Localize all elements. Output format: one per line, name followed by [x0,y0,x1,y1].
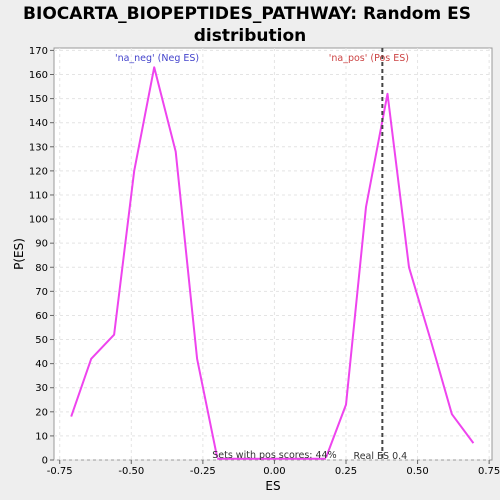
y-tick-label: 160 [29,70,48,81]
x-tick-label: 0.00 [263,466,285,477]
chart-title-line-2: distribution [194,26,306,46]
y-tick-label: 90 [35,239,48,250]
y-tick-label: 30 [35,383,48,394]
y-tick-label: 70 [35,287,48,298]
x-tick-label: 0.25 [335,466,357,477]
y-tick-label: 40 [35,359,48,370]
y-tick-label: 20 [35,407,48,418]
y-tick-label: 150 [29,94,48,105]
y-tick-label: 100 [29,215,48,226]
series-line-2 [325,92,475,458]
grid-lines [54,48,492,461]
x-tick-label: -0.25 [190,466,216,477]
y-axis-ticks: 0 10 20 30 40 50 60 70 80 90 100 110 120 130 140 150 160… [29,46,54,467]
x-tick-label: 0.50 [406,466,428,477]
series-lines [70,66,475,460]
x-axis-ticks: -0.75 -0.50 -0.25 0.00 0.25 0.50 0.75 [47,460,500,477]
y-tick-label: 60 [35,311,48,322]
y-tick-label: 140 [29,118,48,129]
y-tick-label: 170 [29,46,48,57]
series-line-0 [70,66,219,458]
x-axis-label: ES [265,479,280,493]
pos-es-label: 'na_pos' (Pos ES) [329,53,409,64]
plot-area [53,47,493,461]
y-tick-label: 110 [29,190,48,201]
pos-scores-annotation: Sets with pos scores: 44% [212,450,336,461]
x-tick-label: 0.75 [478,466,500,477]
y-tick-label: 120 [29,166,48,177]
neg-es-label: 'na_neg' (Neg ES) [115,53,199,64]
y-tick-label: 80 [35,263,48,274]
y-tick-label: 10 [35,431,48,442]
chart-title-line-1: BIOCARTA_BIOPEPTIDES_PATHWAY: Random ES [23,4,471,24]
y-tick-label: 50 [35,335,48,346]
x-tick-label: -0.50 [118,466,144,477]
x-tick-label: -0.75 [47,466,73,477]
real-es-label: Real ES 0.4 [354,451,408,462]
y-tick-label: 130 [29,142,48,153]
y-tick-label: 0 [42,456,48,467]
y-axis-label: P(ES) [12,238,26,270]
